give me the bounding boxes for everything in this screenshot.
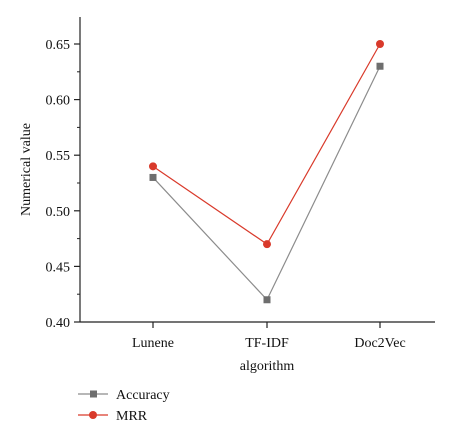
legend-marker-mrr xyxy=(89,411,97,419)
y-axis-title: Numerical value xyxy=(19,123,34,216)
series xyxy=(149,40,384,304)
y-tick-label: 0.60 xyxy=(46,94,71,109)
axes xyxy=(79,17,435,323)
data-point-mrr xyxy=(263,240,271,249)
y-tick-label: 0.50 xyxy=(46,205,71,220)
legend: Accuracy MRR xyxy=(78,388,170,424)
y-tick-label: 0.45 xyxy=(46,260,71,275)
data-point-mrr xyxy=(149,162,157,171)
data-point-accuracy xyxy=(263,296,271,304)
data-point-mrr xyxy=(376,40,384,48)
legend-label-mrr: MRR xyxy=(116,409,148,424)
y-tick-label: 0.65 xyxy=(46,38,71,53)
series-line-accuracy xyxy=(152,65,381,301)
data-point-accuracy xyxy=(376,62,384,70)
y-ticks: 0.40 0.45 0.50 0.55 0.60 0.65 xyxy=(46,38,80,331)
y-tick-label: 0.40 xyxy=(46,316,71,331)
x-ticks: Lunene TF-IDF Doc2Vec xyxy=(132,322,406,351)
x-tick-label: TF-IDF xyxy=(245,336,289,351)
y-tick-label: 0.55 xyxy=(46,149,71,164)
x-tick-label: Lunene xyxy=(132,336,174,351)
x-tick-label: Doc2Vec xyxy=(354,336,405,351)
legend-marker-accuracy xyxy=(90,390,97,398)
legend-label-accuracy: Accuracy xyxy=(116,388,170,403)
data-point-accuracy xyxy=(149,173,157,181)
x-axis-title: algorithm xyxy=(240,359,295,374)
